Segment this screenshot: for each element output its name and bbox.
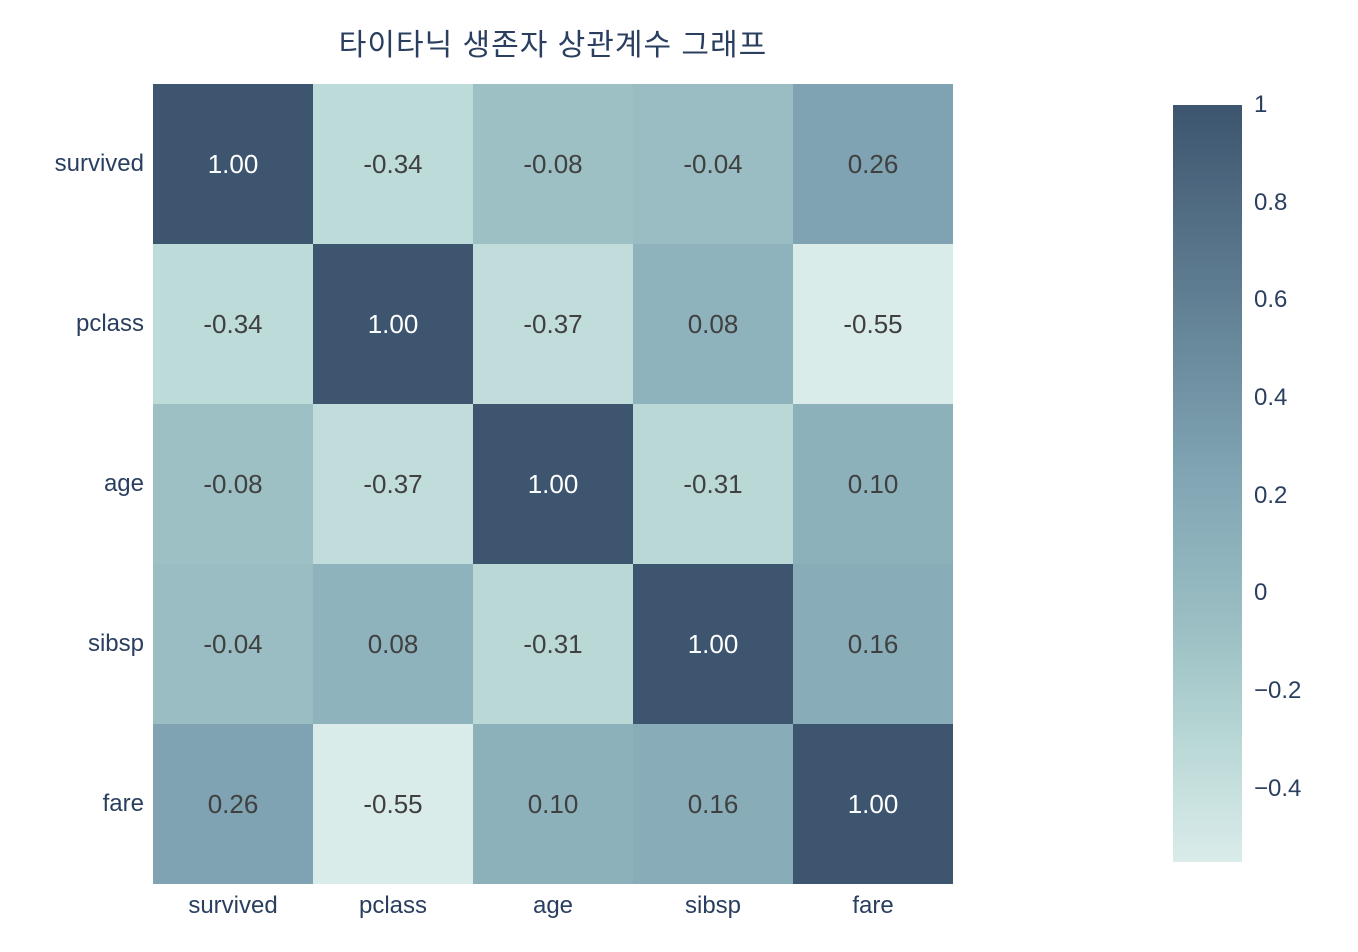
colorbar-tick-0.4: 0.4 [1254, 384, 1288, 412]
heatmap-cell-sibsp-age: -0.31 [473, 564, 633, 724]
heatmap-cell-age-sibsp: -0.31 [633, 404, 793, 564]
heatmap-cell-age-age: 1.00 [473, 404, 633, 564]
heatmap-cell-pclass-pclass: 1.00 [313, 244, 473, 404]
heatmap-cell-survived-sibsp: -0.04 [633, 84, 793, 244]
heatmap-cell-age-survived: -0.08 [153, 404, 313, 564]
x-axis-label-age: age [532, 892, 574, 919]
y-axis-label-sibsp: sibsp [87, 630, 144, 657]
heatmap-cell-age-fare: 0.10 [793, 404, 953, 564]
heatmap-cell-pclass-fare: -0.55 [793, 244, 953, 404]
colorbar-tick-0.2: 0.2 [1254, 481, 1288, 509]
colorbar-tick-−0.4: −0.4 [1254, 774, 1302, 802]
heatmap-grid: 1.00 -0.34 -0.08 -0.04 0.26 -0.34 1.00 -0.37 0.0… [153, 84, 953, 884]
y-axis-label-pclass: pclass [75, 310, 144, 337]
colorbar-tick-1: 1 [1254, 91, 1268, 118]
heatmap-cell-survived-fare: 0.26 [793, 84, 953, 244]
y-axis-label-age: age [103, 470, 144, 497]
heatmap-cell-pclass-survived: -0.34 [153, 244, 313, 404]
x-axis-label-survived: survived [188, 892, 278, 919]
x-axis-label-fare: fare [852, 892, 894, 919]
heatmap-cell-fare-survived: 0.26 [153, 724, 313, 884]
heatmap-cell-age-pclass: -0.37 [313, 404, 473, 564]
heatmap-cell-sibsp-pclass: 0.08 [313, 564, 473, 724]
heatmap-cell-fare-fare: 1.00 [793, 724, 953, 884]
heatmap-cell-sibsp-fare: 0.16 [793, 564, 953, 724]
heatmap-cell-pclass-sibsp: 0.08 [633, 244, 793, 404]
colorbar-tick-−0.2: −0.2 [1254, 677, 1302, 705]
chart-title: 타이타닉 생존자 상관계수 그래프 [338, 29, 768, 62]
colorbar-tick-0.6: 0.6 [1254, 286, 1288, 314]
y-axis-label-fare: fare [102, 790, 144, 817]
heatmap-cell-survived-age: -0.08 [473, 84, 633, 244]
colorbar-tick-0: 0 [1254, 579, 1268, 607]
heatmap-cell-survived-pclass: -0.34 [313, 84, 473, 244]
heatmap-cell-survived-survived: 1.00 [153, 84, 313, 244]
heatmap-cell-sibsp-sibsp: 1.00 [633, 564, 793, 724]
heatmap-cell-fare-age: 0.10 [473, 724, 633, 884]
heatmap-cell-pclass-age: -0.37 [473, 244, 633, 404]
colorbar-gradient [1173, 105, 1242, 862]
x-axis-label-pclass: pclass [358, 892, 428, 919]
y-axis-label-survived: survived [54, 150, 144, 177]
x-axis-label-sibsp: sibsp [684, 892, 742, 919]
heatmap-cell-fare-pclass: -0.55 [313, 724, 473, 884]
heatmap-cell-fare-sibsp: 0.16 [633, 724, 793, 884]
colorbar-tick-0.8: 0.8 [1254, 188, 1288, 216]
heatmap-cell-sibsp-survived: -0.04 [153, 564, 313, 724]
